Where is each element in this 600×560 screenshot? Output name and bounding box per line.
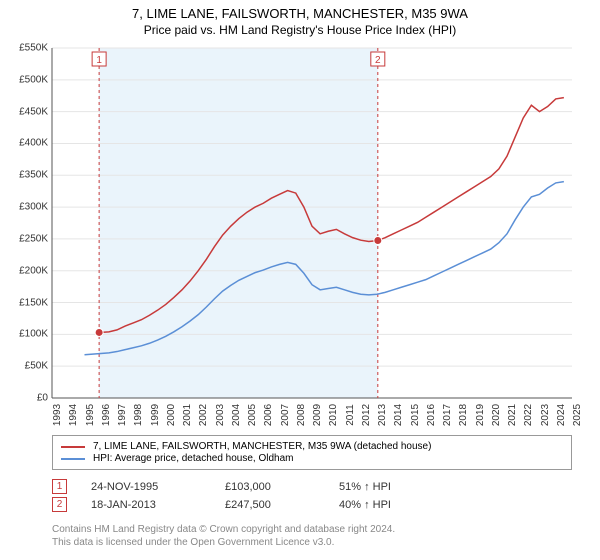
x-tick-label: 2012 (361, 404, 372, 426)
legend-swatch (61, 458, 85, 460)
y-tick-label: £400K (2, 138, 48, 149)
y-tick-label: £350K (2, 170, 48, 181)
sales-row: 1 24-NOV-1995 £103,000 51% ↑ HPI (52, 479, 572, 494)
x-tick-label: 2021 (507, 404, 518, 426)
x-tick-label: 2024 (556, 404, 567, 426)
x-tick-label: 1993 (52, 404, 63, 426)
sale-price: £247,500 (225, 499, 315, 511)
x-tick-label: 2018 (458, 404, 469, 426)
y-tick-label: £300K (2, 202, 48, 213)
x-tick-label: 2000 (166, 404, 177, 426)
x-tick-label: 2008 (296, 404, 307, 426)
y-tick-label: £0 (2, 393, 48, 404)
chart-title-line1: 7, LIME LANE, FAILSWORTH, MANCHESTER, M3… (0, 6, 600, 21)
y-tick-label: £550K (2, 43, 48, 54)
chart-title-block: 7, LIME LANE, FAILSWORTH, MANCHESTER, M3… (0, 0, 600, 37)
legend-label: 7, LIME LANE, FAILSWORTH, MANCHESTER, M3… (93, 441, 431, 452)
x-tick-label: 2010 (328, 404, 339, 426)
sale-delta: 40% ↑ HPI (339, 499, 391, 511)
legend-label: HPI: Average price, detached house, Oldh… (93, 453, 294, 464)
x-tick-label: 2013 (377, 404, 388, 426)
x-tick-label: 2004 (231, 404, 242, 426)
x-tick-label: 2023 (540, 404, 551, 426)
y-tick-label: £500K (2, 74, 48, 85)
x-tick-label: 2022 (523, 404, 534, 426)
footer-line1: Contains HM Land Registry data © Crown c… (52, 524, 572, 537)
legend-row: 7, LIME LANE, FAILSWORTH, MANCHESTER, M3… (61, 441, 563, 452)
chart-title-line2: Price paid vs. HM Land Registry's House … (0, 23, 600, 37)
legend-row: HPI: Average price, detached house, Oldh… (61, 453, 563, 464)
sales-row: 2 18-JAN-2013 £247,500 40% ↑ HPI (52, 497, 572, 512)
chart-footer: Contains HM Land Registry data © Crown c… (52, 524, 572, 549)
sales-table: 1 24-NOV-1995 £103,000 51% ↑ HPI 2 18-JA… (52, 476, 572, 515)
x-tick-label: 1997 (117, 404, 128, 426)
x-tick-label: 2020 (491, 404, 502, 426)
sale-marker-icon: 1 (52, 479, 67, 494)
x-tick-label: 1995 (85, 404, 96, 426)
footer-line2: This data is licensed under the Open Gov… (52, 537, 572, 550)
y-tick-label: £50K (2, 361, 48, 372)
legend-swatch (61, 446, 85, 448)
y-tick-label: £150K (2, 297, 48, 308)
sale-marker-icon: 2 (52, 497, 67, 512)
x-tick-label: 2007 (280, 404, 291, 426)
x-tick-label: 2014 (393, 404, 404, 426)
price-chart-card: 7, LIME LANE, FAILSWORTH, MANCHESTER, M3… (0, 0, 600, 560)
x-tick-label: 2002 (198, 404, 209, 426)
x-tick-label: 2016 (426, 404, 437, 426)
x-tick-label: 2009 (312, 404, 323, 426)
x-tick-label: 2001 (182, 404, 193, 426)
sale-delta: 51% ↑ HPI (339, 481, 391, 493)
sale-price: £103,000 (225, 481, 315, 493)
x-tick-label: 1998 (133, 404, 144, 426)
x-tick-label: 2003 (215, 404, 226, 426)
svg-text:1: 1 (96, 55, 102, 66)
chart-area: 12 £0£50K£100K£150K£200K£250K£300K£350K£… (52, 48, 572, 398)
x-tick-label: 2015 (410, 404, 421, 426)
svg-text:2: 2 (375, 55, 381, 66)
x-tick-label: 1996 (101, 404, 112, 426)
x-tick-label: 2019 (475, 404, 486, 426)
y-tick-label: £450K (2, 106, 48, 117)
x-tick-label: 2011 (345, 404, 356, 426)
x-tick-label: 1999 (150, 404, 161, 426)
x-tick-label: 1994 (68, 404, 79, 426)
x-tick-label: 2017 (442, 404, 453, 426)
chart-svg: 12 (52, 48, 572, 398)
x-tick-label: 2005 (247, 404, 258, 426)
sale-date: 18-JAN-2013 (91, 499, 201, 511)
x-tick-label: 2025 (572, 404, 583, 426)
y-tick-label: £250K (2, 233, 48, 244)
x-tick-label: 2006 (263, 404, 274, 426)
y-tick-label: £100K (2, 329, 48, 340)
sale-date: 24-NOV-1995 (91, 481, 201, 493)
y-tick-label: £200K (2, 265, 48, 276)
legend-box: 7, LIME LANE, FAILSWORTH, MANCHESTER, M3… (52, 435, 572, 470)
